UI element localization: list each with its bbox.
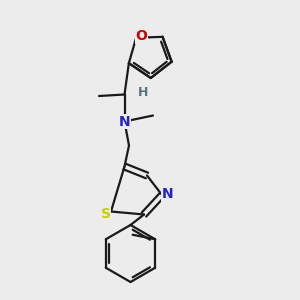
Text: H: H [138,86,148,100]
Text: N: N [119,115,130,128]
Text: S: S [100,207,111,221]
Text: N: N [162,188,173,201]
Text: O: O [136,29,148,43]
